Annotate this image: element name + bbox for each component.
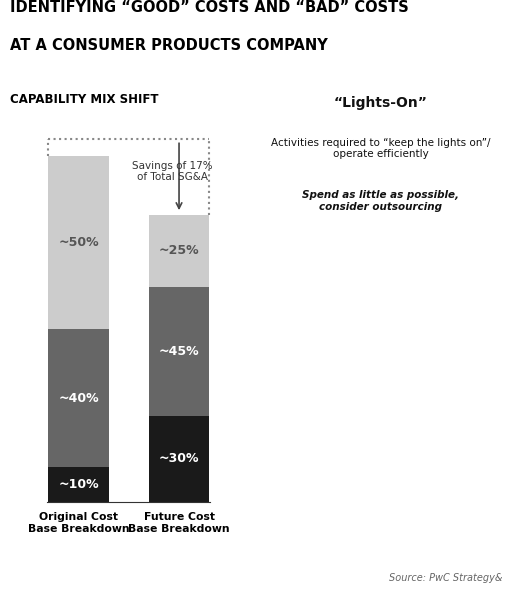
Bar (48, 156, 109, 329)
Text: Activities required to compete
in a given sector: Activities required to compete in a give… (302, 289, 460, 311)
Text: 3 to 6 differentiating capabilities
that build sustainable advantage: 3 to 6 differentiating capabilities that… (294, 441, 467, 462)
Text: Activities required to “keep the lights on”/
operate efficiently: Activities required to “keep the lights … (271, 138, 490, 160)
Text: Table Stakes: Table Stakes (331, 247, 430, 261)
Text: AT A CONSUMER PRODUCTS COMPANY: AT A CONSUMER PRODUCTS COMPANY (10, 37, 328, 52)
Bar (149, 287, 209, 416)
Text: “Lights-On”: “Lights-On” (334, 96, 428, 110)
Text: Match competitive threshold: Match competitive threshold (297, 341, 465, 351)
Text: CAPABILITY MIX SHIFT: CAPABILITY MIX SHIFT (10, 93, 159, 106)
Text: ~25%: ~25% (159, 244, 200, 257)
Text: ~50%: ~50% (58, 236, 99, 249)
Text: Future Cost
Base Breakdown: Future Cost Base Breakdown (128, 512, 230, 534)
Text: IDENTIFYING “GOOD” COSTS AND “BAD” COSTS: IDENTIFYING “GOOD” COSTS AND “BAD” COSTS (10, 0, 409, 15)
Text: Differentiating Capabilities: Differentiating Capabilities (279, 399, 483, 412)
Bar (149, 416, 209, 502)
Text: Spend as little as possible,
consider outsourcing: Spend as little as possible, consider ou… (302, 190, 460, 211)
Text: ~30%: ~30% (159, 453, 199, 465)
Text: Savings of 17%
of Total SG&A: Savings of 17% of Total SG&A (132, 161, 213, 182)
Bar (48, 468, 109, 502)
Text: ~45%: ~45% (159, 345, 200, 358)
Text: May spend more than competitors: May spend more than competitors (281, 492, 481, 503)
Text: Original Cost
Base Breakdown: Original Cost Base Breakdown (28, 512, 129, 534)
Text: ~10%: ~10% (58, 478, 99, 491)
Bar (149, 215, 209, 287)
Text: ~40%: ~40% (58, 392, 99, 405)
Bar (48, 329, 109, 468)
Text: Source: PwC Strategy&: Source: PwC Strategy& (389, 573, 503, 583)
